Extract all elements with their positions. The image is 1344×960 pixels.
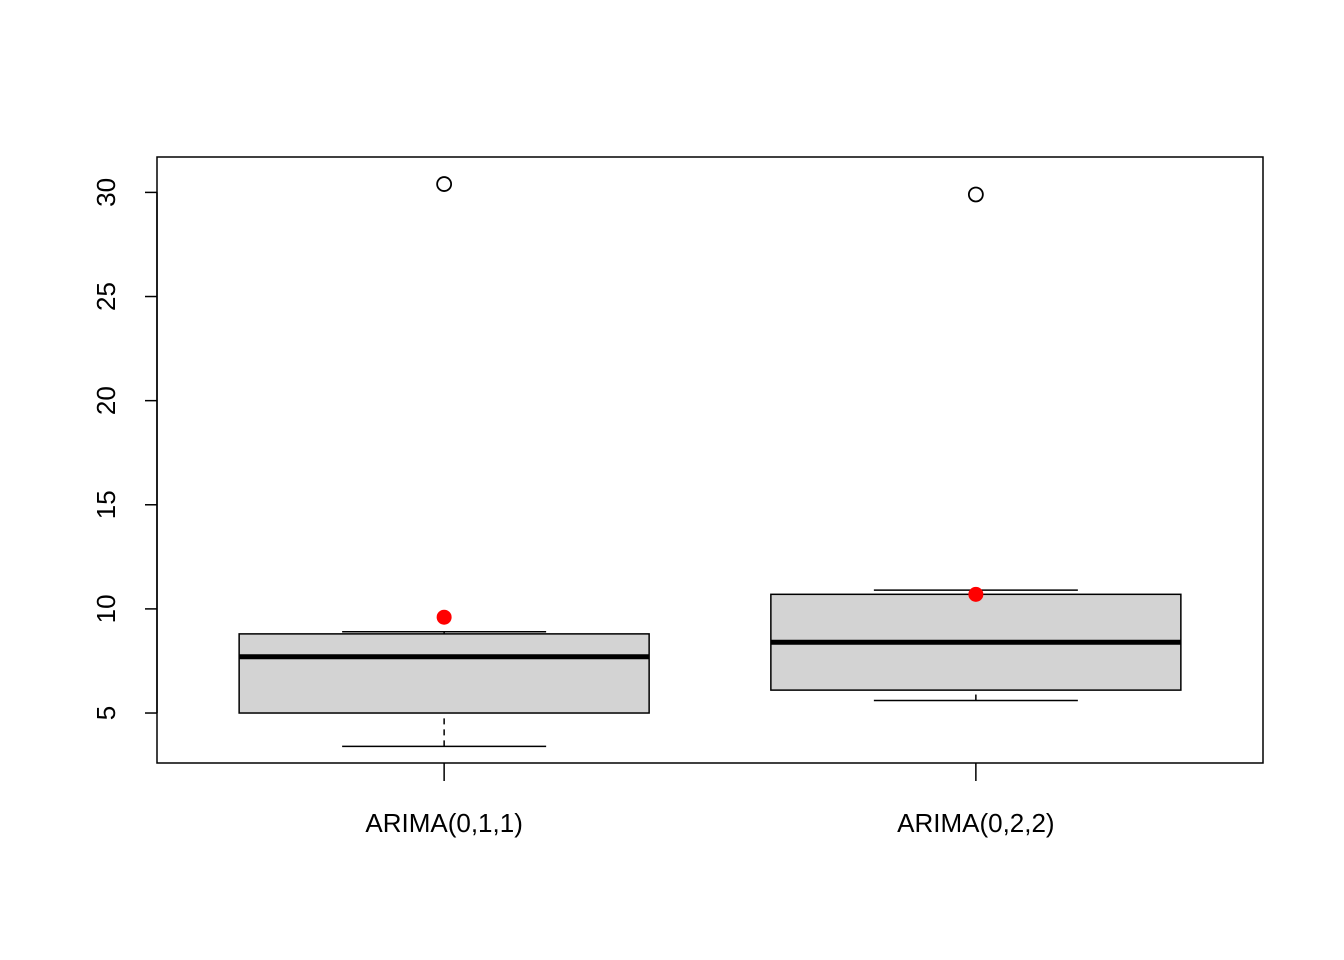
y-tick-label: 30 [91,178,121,207]
outlier-point [436,176,453,192]
y-tick-label: 10 [91,594,121,623]
mean-point [968,586,984,602]
boxes [238,176,1182,748]
y-axis: 5 10 15 20 25 30 [91,178,158,720]
y-tick-label: 25 [91,282,121,311]
box-group [238,176,650,748]
x-tick-label: ARIMA(0,2,2) [897,808,1055,838]
iqr-box [238,633,650,714]
box-group [770,186,1182,702]
mean-point [436,609,452,625]
outlier-point [967,186,984,203]
x-tick-label: ARIMA(0,1,1) [365,808,523,838]
x-axis: ARIMA(0,1,1) ARIMA(0,2,2) [365,763,1055,838]
y-tick-label: 15 [91,490,121,519]
y-tick-label: 20 [91,386,121,415]
y-tick-label: 5 [91,706,121,720]
